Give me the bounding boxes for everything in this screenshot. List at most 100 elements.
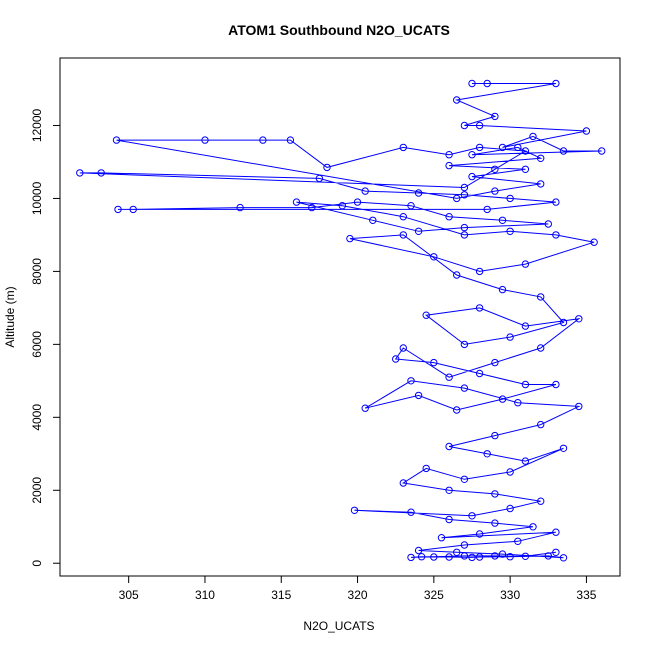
data-point <box>552 198 560 206</box>
data-point <box>460 231 469 239</box>
data-point <box>399 213 407 221</box>
data-point <box>407 377 415 385</box>
y-tick-label: 6000 <box>30 331 44 358</box>
data-point <box>422 311 430 319</box>
y-tick-label: 8000 <box>30 258 44 285</box>
x-tick-label: 310 <box>195 588 215 602</box>
data-point <box>498 550 507 558</box>
data-point <box>369 216 377 225</box>
data-point <box>414 189 423 197</box>
series-line-layer <box>79 83 602 559</box>
data-point <box>422 464 430 473</box>
data-point <box>552 528 560 536</box>
x-tick-label: 330 <box>500 588 520 602</box>
data-point <box>445 515 453 524</box>
data-point <box>475 267 484 276</box>
data-point <box>460 183 469 192</box>
data-point <box>453 548 461 556</box>
data-point <box>129 205 137 214</box>
data-point <box>521 380 530 389</box>
data-point <box>414 227 423 236</box>
y-tick-label: 10000 <box>30 181 44 215</box>
data-point <box>491 431 499 440</box>
y-tick-label: 4000 <box>30 404 44 431</box>
data-point <box>483 450 491 458</box>
data-point <box>529 132 537 141</box>
data-point <box>475 143 484 152</box>
data-point <box>430 553 438 561</box>
data-point <box>514 537 522 545</box>
data-point <box>552 380 560 389</box>
data-point <box>407 553 415 562</box>
data-point <box>537 344 545 352</box>
data-point <box>236 203 244 212</box>
data-point <box>483 205 491 214</box>
data-point <box>491 358 499 367</box>
data-point <box>552 79 560 88</box>
data-point <box>323 163 331 172</box>
data-point <box>491 552 499 560</box>
data-point <box>414 546 423 555</box>
data-point <box>498 143 507 152</box>
y-axis: 0 2000 4000 6000 8000 10000 12000 <box>30 108 60 567</box>
data-point <box>430 358 438 367</box>
data-point <box>437 534 446 542</box>
data-point <box>498 216 507 225</box>
data-point <box>414 391 423 400</box>
data-point <box>544 552 552 560</box>
data-point <box>338 202 346 210</box>
data-point <box>286 136 295 144</box>
data-point <box>498 395 507 403</box>
data-point <box>559 318 568 327</box>
data-point <box>445 213 453 221</box>
data-point <box>399 231 407 239</box>
data-point <box>350 506 359 514</box>
data-point <box>521 147 530 155</box>
data-point <box>514 399 522 407</box>
data-point <box>491 112 499 121</box>
data-point <box>552 231 560 239</box>
data-point <box>292 198 301 206</box>
x-tick-label: 325 <box>424 588 444 602</box>
data-point <box>491 490 499 498</box>
data-point <box>460 552 469 560</box>
data-point <box>460 223 469 232</box>
data-point <box>453 406 461 414</box>
x-axis-title: N2O_UCATS <box>303 619 374 633</box>
data-point <box>521 457 530 465</box>
data-point <box>491 519 499 527</box>
data-point <box>399 143 407 152</box>
data-point <box>537 420 545 429</box>
data-point <box>468 553 476 562</box>
data-point <box>453 271 461 279</box>
data-point <box>445 151 453 159</box>
data-point <box>445 553 453 561</box>
y-tick-label: 0 <box>30 560 44 567</box>
x-tick-label: 335 <box>576 588 596 602</box>
data-point <box>114 205 122 214</box>
data-point <box>559 147 568 155</box>
data-point <box>529 523 537 531</box>
data-point <box>453 96 461 104</box>
data-point <box>598 147 606 155</box>
data-point <box>445 486 453 494</box>
data-point <box>353 198 362 206</box>
data-point <box>445 442 453 451</box>
data-point <box>537 154 545 163</box>
x-axis: 305 310 315 320 325 330 335 <box>119 576 597 602</box>
data-point <box>559 554 568 562</box>
data-point <box>521 322 530 330</box>
data-point <box>475 304 484 312</box>
data-point <box>582 127 591 135</box>
data-point <box>315 174 324 183</box>
data-point <box>521 260 530 268</box>
data-point <box>537 180 545 188</box>
data-point <box>498 285 507 294</box>
data-point <box>112 136 121 144</box>
data-point <box>491 187 499 195</box>
data-point <box>407 508 415 516</box>
data-point <box>521 165 530 174</box>
x-tick-label: 320 <box>348 588 368 602</box>
data-point <box>201 136 209 144</box>
data-point <box>460 191 469 199</box>
